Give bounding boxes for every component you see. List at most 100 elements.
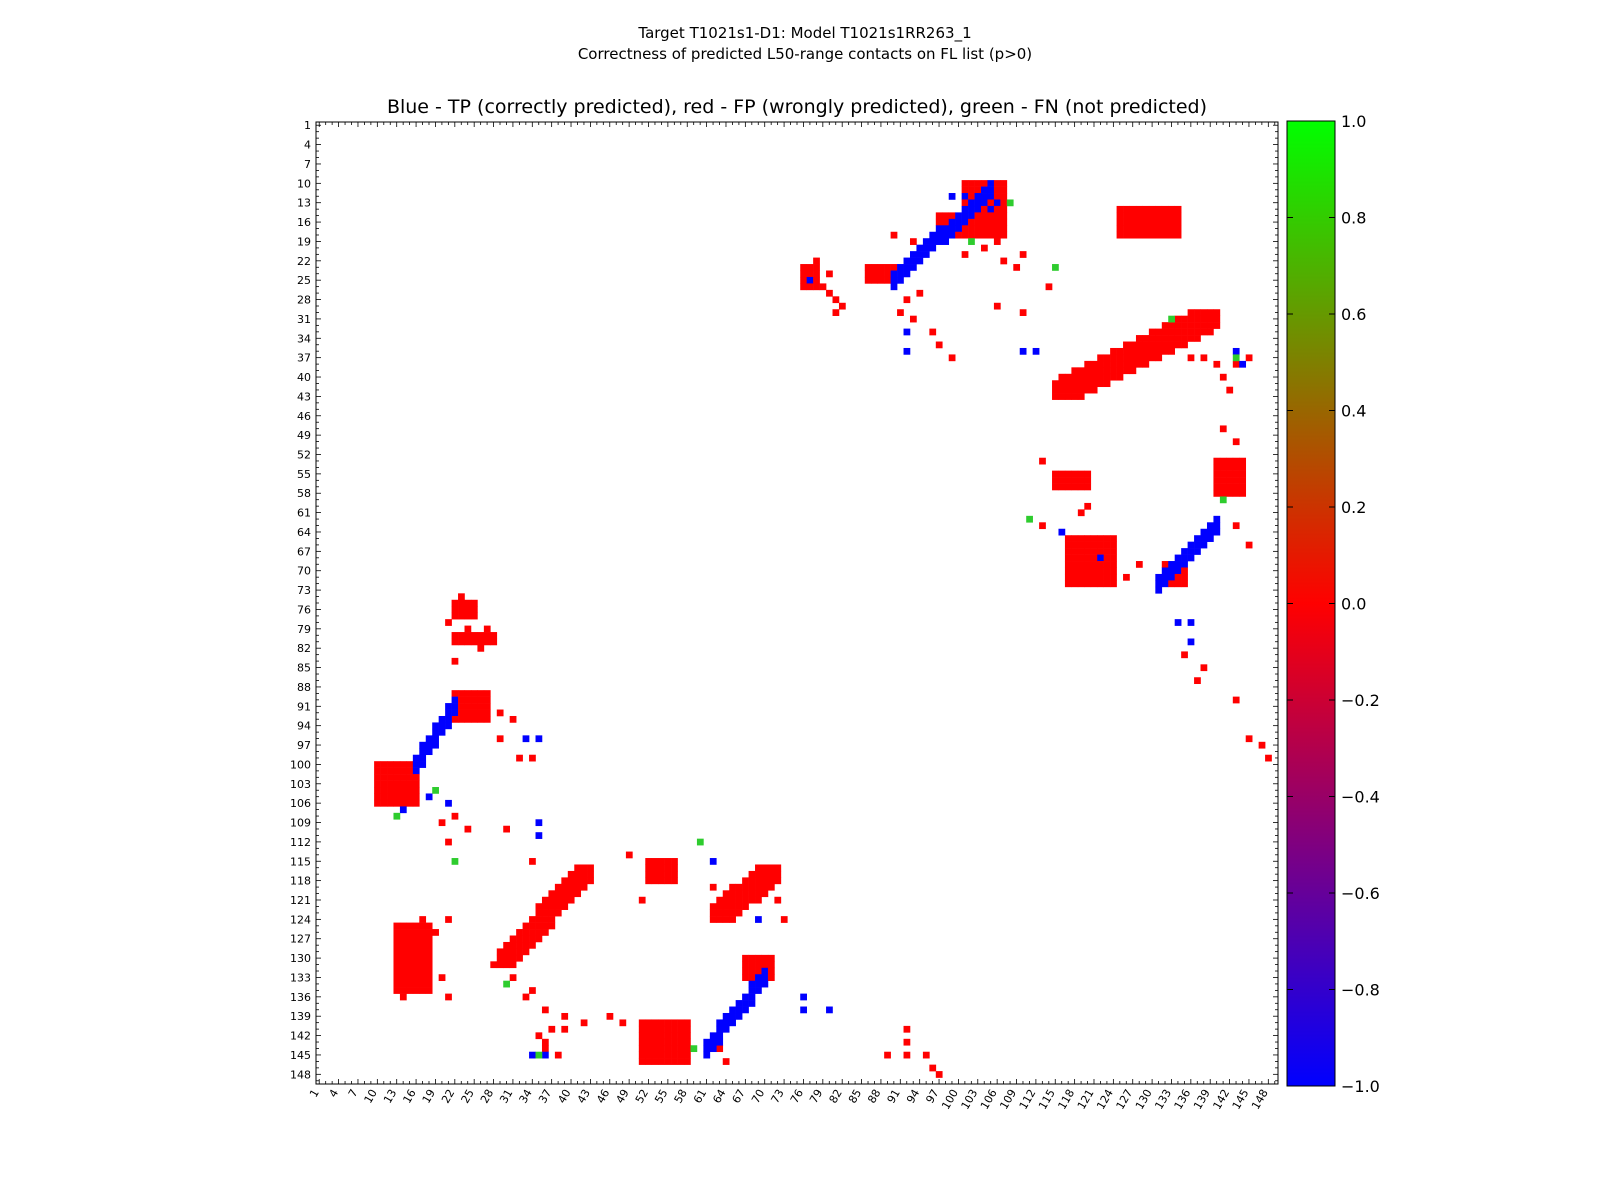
x-tick-label: 109 <box>997 1087 1019 1112</box>
fp-cell <box>981 225 988 233</box>
fp-cell <box>1097 573 1104 581</box>
fp-cell <box>1187 309 1195 316</box>
tp-cell <box>722 1025 730 1033</box>
fp-cell <box>1123 218 1130 226</box>
fp-cell <box>399 787 407 794</box>
fp-cell <box>1168 580 1175 588</box>
fp-cell <box>1077 470 1085 478</box>
fp-cell <box>1116 205 1124 213</box>
fp-cell <box>522 935 530 943</box>
fp-cell <box>1194 322 1201 329</box>
colorbar-tick-label: 0.2 <box>1341 498 1366 517</box>
fp-cell <box>535 929 543 936</box>
x-tick-labels: 1 4 7 10 13 16 19 22 25 28 31 34 37 40 43 46 49 52 55 58 61 6… <box>307 1087 1271 1112</box>
fp-cell <box>477 709 485 717</box>
fp-cell <box>729 903 736 910</box>
fp-cell <box>522 941 530 949</box>
fp-cell <box>664 1032 672 1040</box>
fp-cell <box>535 935 543 943</box>
fp-cell <box>1181 651 1188 659</box>
fp-cell <box>406 974 414 981</box>
tp-cell <box>399 806 407 814</box>
tp-cell <box>961 218 969 226</box>
fp-cell <box>1097 535 1104 542</box>
tp-cell <box>748 980 756 988</box>
fp-cell <box>387 787 394 794</box>
fp-cell <box>968 231 975 239</box>
fp-cell <box>1064 386 1072 394</box>
fp-cell <box>554 890 562 898</box>
fp-cell <box>477 715 485 723</box>
fp-cell <box>393 967 401 975</box>
x-tick-label: 82 <box>827 1087 845 1106</box>
fp-cell <box>1148 354 1156 362</box>
fp-cell <box>554 896 562 904</box>
fp-cell <box>903 1038 911 1046</box>
fp-cell <box>451 632 459 639</box>
colorbar-tick-label: 0.8 <box>1341 209 1366 228</box>
fp-cell <box>399 935 407 943</box>
fp-cell <box>877 270 885 278</box>
fp-cell <box>496 948 504 956</box>
fp-cell <box>406 954 414 962</box>
fp-cell <box>541 909 549 917</box>
fp-cell <box>722 1058 730 1065</box>
fp-cell <box>574 890 582 898</box>
fp-cell <box>1129 341 1137 349</box>
fp-cell <box>406 780 414 788</box>
x-tick-label: 79 <box>807 1087 825 1106</box>
fp-cell <box>483 638 491 646</box>
fp-cell <box>1213 470 1221 478</box>
fp-cell <box>406 980 414 988</box>
fp-cell <box>1181 573 1188 581</box>
fp-cell <box>709 903 717 910</box>
fp-cell <box>399 767 407 775</box>
tp-cell <box>955 225 962 233</box>
fp-cell <box>464 632 472 639</box>
y-tick-label: 115 <box>290 855 311 868</box>
fp-cell <box>1142 360 1150 368</box>
fp-cell <box>1052 386 1059 394</box>
fp-cell <box>1245 735 1253 743</box>
tp-cell <box>1181 548 1188 555</box>
fp-cell <box>425 987 433 994</box>
tp-cell <box>451 696 459 704</box>
fp-cell <box>903 1051 911 1059</box>
y-tick-label: 46 <box>297 410 311 423</box>
tp-cell <box>993 199 1001 207</box>
tp-cell <box>541 1051 549 1059</box>
fp-cell <box>1077 561 1085 568</box>
fp-cell <box>529 935 536 943</box>
x-tick-label: 28 <box>478 1087 496 1106</box>
y-tick-label: 148 <box>290 1068 311 1081</box>
fp-cell <box>651 1051 659 1059</box>
fp-cell <box>561 903 569 910</box>
fp-cell <box>1071 548 1079 555</box>
fp-cell <box>993 205 1001 213</box>
fp-cell <box>1168 335 1175 342</box>
tp-cell <box>1232 347 1240 355</box>
tp-cell <box>709 1038 717 1046</box>
fp-cell <box>406 948 414 956</box>
tp-cell <box>432 735 439 743</box>
fp-cell <box>664 870 672 878</box>
fp-cell <box>722 916 730 923</box>
fp-cell <box>684 1045 691 1053</box>
fp-cell <box>1148 328 1156 336</box>
tp-cell <box>716 1019 724 1027</box>
fp-cell <box>1103 580 1111 588</box>
fp-cell <box>1077 477 1085 484</box>
fp-cell <box>671 870 678 878</box>
x-tick-label: 43 <box>575 1087 593 1106</box>
fp-cell <box>1097 561 1104 568</box>
fp-cell <box>755 896 762 904</box>
fp-cell <box>393 954 401 962</box>
fp-cell <box>671 1038 678 1046</box>
fp-cell <box>1000 205 1008 213</box>
fp-cell <box>1077 393 1085 400</box>
fp-cell <box>1142 231 1150 239</box>
fn-cell <box>503 980 510 988</box>
fn-cell <box>1026 515 1033 523</box>
fp-cell <box>470 612 478 620</box>
fp-cell <box>548 896 556 904</box>
